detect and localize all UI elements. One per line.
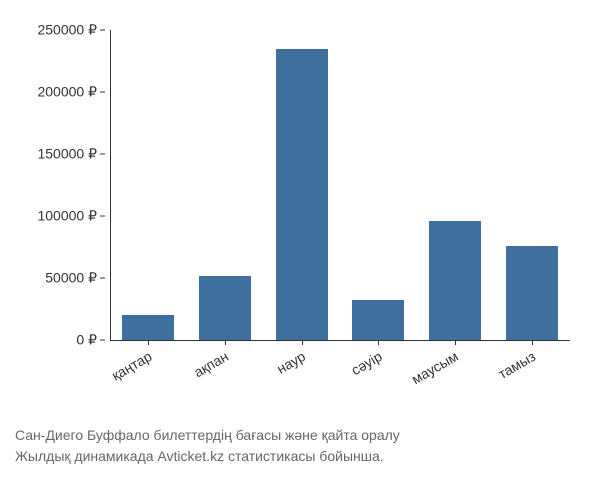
x-axis: қаңтар ақпан наур сәуір маусым тамыз	[110, 340, 570, 410]
bar	[276, 49, 328, 340]
y-tick-mark	[100, 340, 105, 341]
bar	[199, 276, 251, 340]
bar	[506, 246, 558, 340]
y-tick-mark	[100, 216, 105, 217]
caption-line-1: Сан-Диего Буффало билеттердің бағасы жән…	[15, 425, 580, 446]
x-tick-label: қаңтар	[109, 348, 155, 384]
x-tick-mark	[532, 340, 533, 345]
y-tick-mark	[100, 30, 105, 31]
caption-line-2: Жылдық динамикада Avticket.kz статистика…	[15, 446, 580, 467]
price-chart: 0 ₽ 50000 ₽ 100000 ₽ 150000 ₽ 200000 ₽ 250000…	[10, 20, 580, 410]
y-tick-label: 100000 ₽	[37, 208, 97, 225]
bar	[429, 221, 481, 340]
x-tick-mark	[378, 340, 379, 345]
x-tick-mark	[148, 340, 149, 345]
x-tick-label: тамыз	[495, 348, 538, 382]
chart-caption: Сан-Диего Буффало билеттердің бағасы жән…	[10, 425, 580, 467]
y-tick-label: 200000 ₽	[37, 84, 97, 101]
y-tick-mark	[100, 92, 105, 93]
y-tick-label: 150000 ₽	[37, 146, 97, 163]
x-tick-label: сәуір	[348, 348, 384, 378]
bar	[122, 315, 174, 340]
plot-area	[110, 30, 570, 340]
x-tick-label: ақпан	[191, 348, 231, 380]
x-tick-label: наур	[274, 348, 308, 377]
y-axis: 0 ₽50000 ₽100000 ₽150000 ₽200000 ₽250000…	[10, 30, 105, 340]
x-tick-mark	[302, 340, 303, 345]
y-tick-mark	[100, 154, 105, 155]
x-tick-mark	[455, 340, 456, 345]
y-tick-mark	[100, 278, 105, 279]
bar	[352, 300, 404, 340]
x-tick-label: маусым	[409, 348, 461, 387]
x-tick-mark	[225, 340, 226, 345]
y-tick-label: 50000 ₽	[45, 270, 97, 287]
y-tick-label: 0 ₽	[76, 332, 97, 349]
y-tick-label: 250000 ₽	[37, 22, 97, 39]
bars-container	[110, 30, 570, 340]
